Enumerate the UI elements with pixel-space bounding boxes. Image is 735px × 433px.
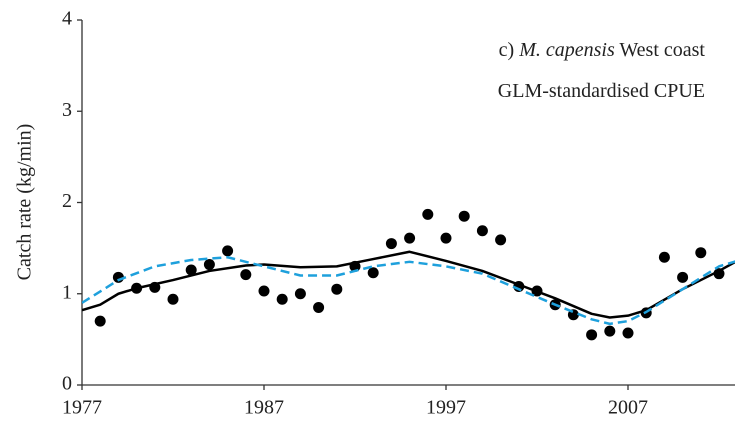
y-axis-label: Catch rate (kg/min) bbox=[14, 124, 36, 281]
data-point bbox=[185, 264, 197, 276]
annotation: c) M. capensis West coast bbox=[499, 39, 706, 61]
data-point bbox=[622, 327, 634, 339]
x-tick-label: 1987 bbox=[244, 397, 284, 419]
data-point bbox=[313, 301, 325, 313]
data-point bbox=[695, 247, 707, 259]
data-point bbox=[586, 329, 598, 341]
y-tick-label: 3 bbox=[62, 99, 72, 121]
data-point bbox=[404, 232, 416, 244]
data-point bbox=[294, 288, 306, 300]
data-point bbox=[422, 208, 434, 220]
y-tick-label: 1 bbox=[62, 281, 72, 303]
data-point bbox=[94, 315, 106, 327]
data-point bbox=[258, 285, 270, 297]
dashed-line bbox=[82, 256, 735, 326]
x-tick-label: 1977 bbox=[62, 397, 102, 419]
annotation-part: c) bbox=[499, 39, 515, 61]
data-point bbox=[385, 238, 397, 250]
data-point bbox=[222, 245, 234, 257]
data-point bbox=[677, 271, 689, 283]
data-point bbox=[331, 283, 343, 295]
annotation-part: GLM-standardised CPUE bbox=[498, 80, 705, 102]
data-point bbox=[476, 225, 488, 237]
annotation: GLM-standardised CPUE bbox=[498, 80, 705, 102]
data-point bbox=[658, 251, 670, 263]
data-point bbox=[203, 259, 215, 271]
data-point bbox=[276, 293, 288, 305]
y-tick-label: 4 bbox=[62, 8, 72, 30]
data-point bbox=[458, 210, 470, 222]
line bbox=[82, 250, 735, 319]
annotation-part: M. capensis bbox=[518, 39, 615, 61]
data-point bbox=[495, 234, 507, 246]
data-point bbox=[604, 325, 616, 337]
x-tick-label: 2007 bbox=[608, 397, 648, 419]
data-point bbox=[440, 232, 452, 244]
data-point bbox=[167, 293, 179, 305]
data-point bbox=[240, 269, 252, 281]
data-point bbox=[367, 267, 379, 279]
y-tick-label: 2 bbox=[62, 190, 72, 212]
annotation-part: West coast bbox=[619, 39, 705, 61]
y-tick-label: 0 bbox=[62, 373, 72, 395]
x-tick-label: 1997 bbox=[426, 397, 466, 419]
plot-area bbox=[82, 208, 735, 341]
